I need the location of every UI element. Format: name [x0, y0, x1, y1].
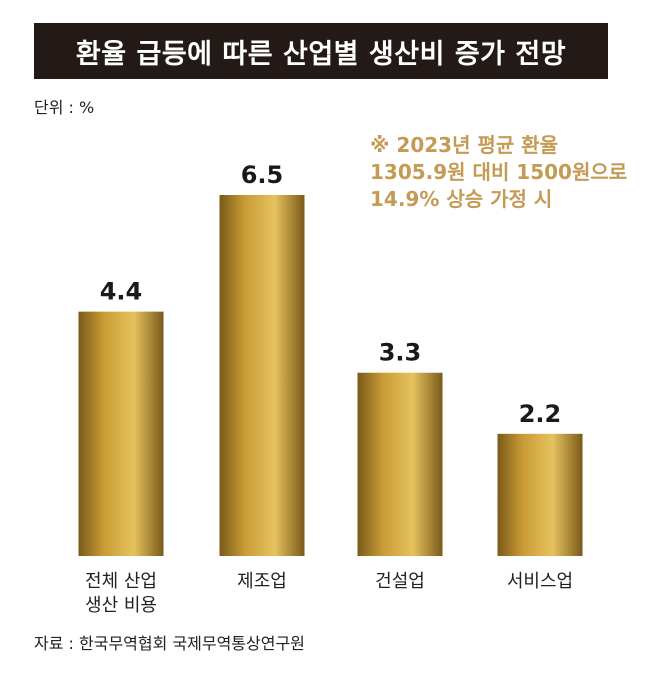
category-label-2: 제조업	[237, 571, 287, 592]
bar-1	[78, 311, 164, 556]
chart-title: 환율 급등에 따른 산업별 생산비 증가 전망	[75, 38, 567, 70]
source-note: 자료 : 한국무역협회 국제무역통상연구원	[34, 634, 305, 653]
bar-2	[219, 195, 305, 556]
note-line-1: ※ 2023년 평균 환율	[370, 133, 558, 157]
bar-3	[357, 372, 443, 556]
value-label-2: 6.5	[241, 161, 284, 189]
category-label-4: 서비스업	[507, 571, 573, 592]
note: ※ 2023년 평균 환율 1305.9원 대비 1500원으로 14.9% 상…	[370, 132, 627, 213]
unit-label: 단위 : %	[34, 98, 95, 117]
note-line-3: 14.9% 상승 가정 시	[370, 187, 553, 211]
title-bar: 환율 급등에 따른 산업별 생산비 증가 전망	[34, 23, 608, 79]
value-label-1: 4.4	[100, 278, 143, 306]
category-label-1-line-2: 생산 비용	[85, 595, 157, 616]
bar-4	[497, 433, 583, 556]
value-label-4: 2.2	[519, 400, 562, 428]
value-label-3: 3.3	[379, 339, 422, 367]
note-line-2: 1305.9원 대비 1500원으로	[370, 160, 628, 184]
category-label-1-line-1: 전체 산업	[85, 571, 157, 592]
category-label-3: 건설업	[375, 571, 425, 592]
